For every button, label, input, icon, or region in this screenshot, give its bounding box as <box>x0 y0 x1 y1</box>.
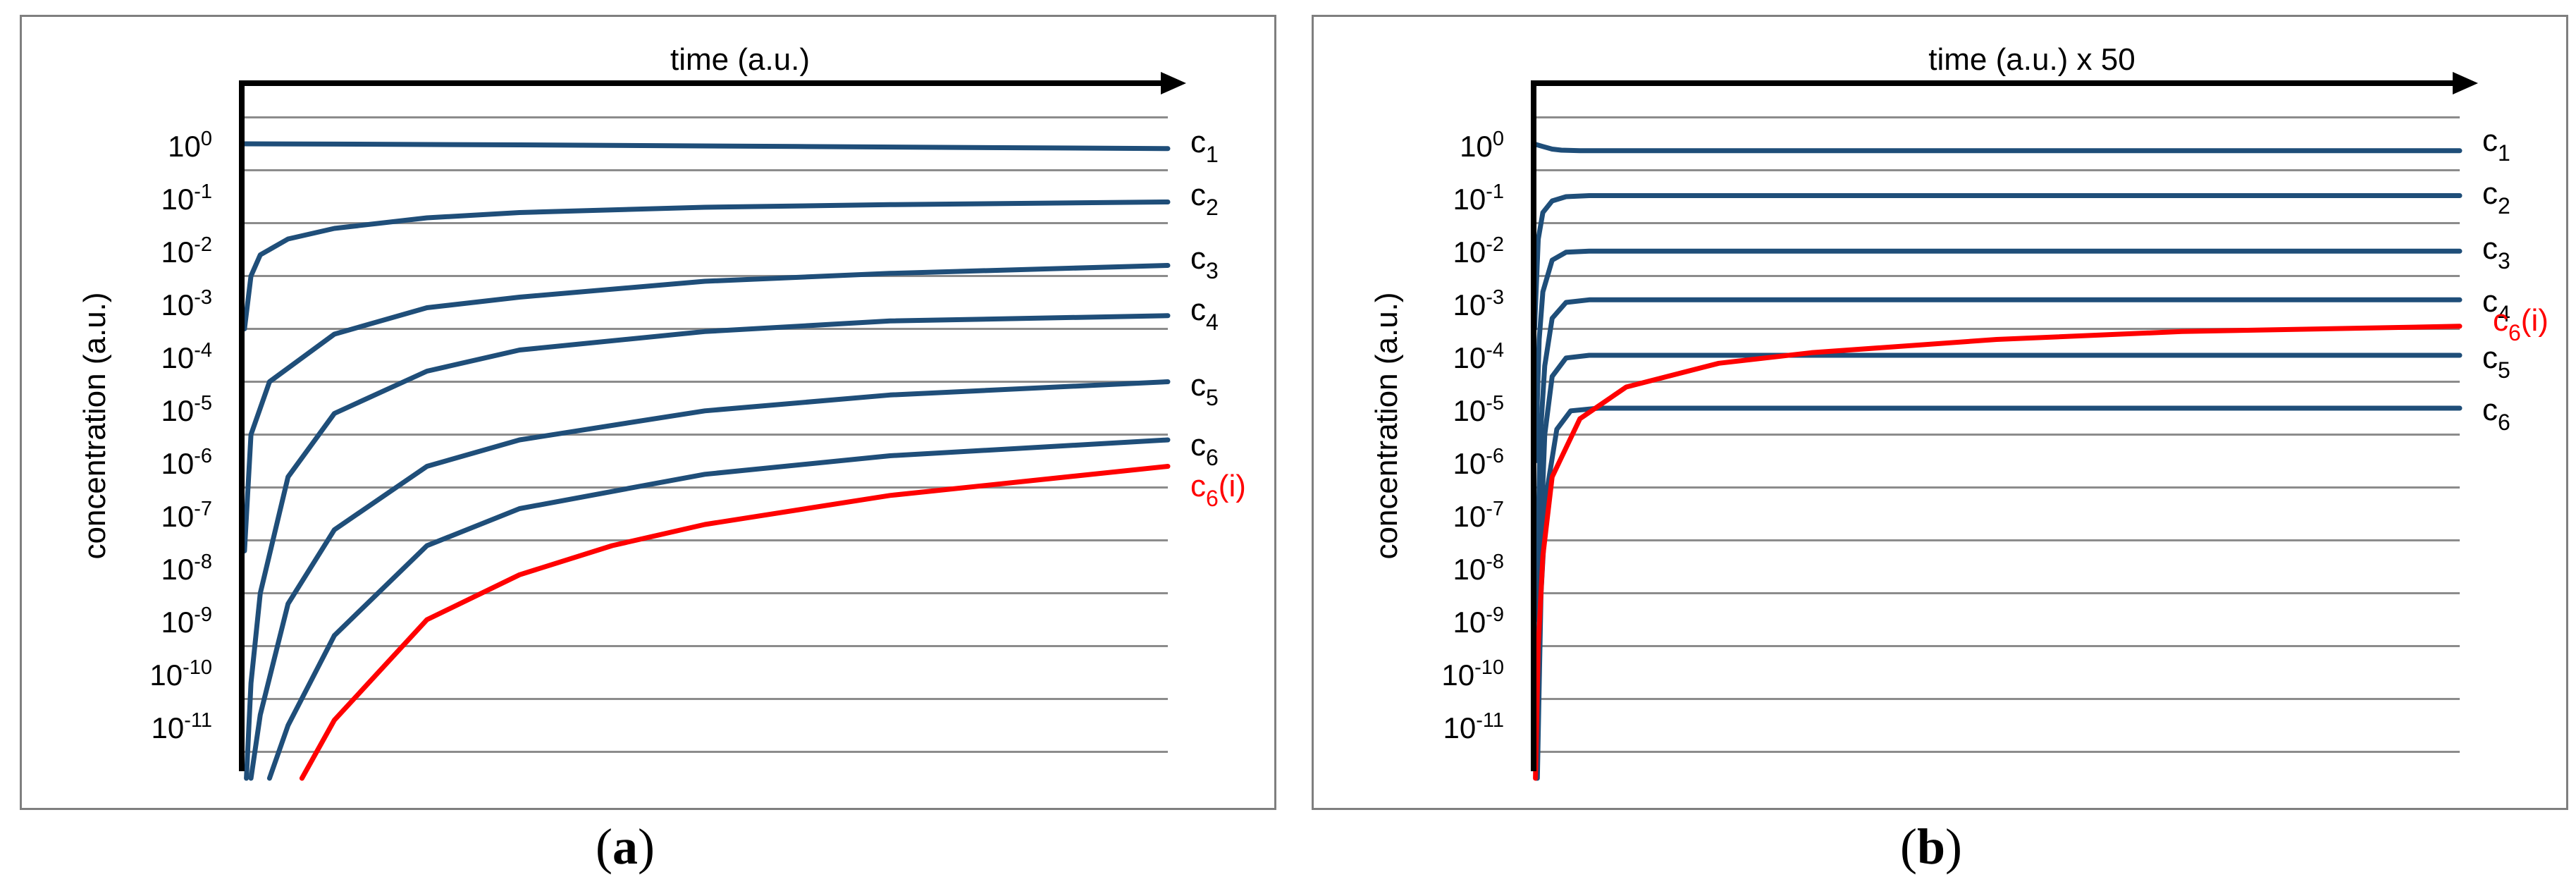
y-tick-label: 10-1 <box>1453 180 1504 216</box>
y-tick-label: 10-8 <box>1453 551 1504 586</box>
y-tick-label: 100 <box>168 128 212 163</box>
series-line-c3 <box>1533 248 2463 464</box>
y-tick-label: 10-9 <box>161 603 212 639</box>
y-tick-label: 10-6 <box>1453 445 1504 480</box>
y-tick-label: 10-11 <box>1443 709 1504 744</box>
y-tick-label: 10-3 <box>161 286 212 321</box>
y-tick-label: 100 <box>1460 128 1504 163</box>
series-line-c6(i) <box>1533 324 2463 781</box>
series-label: c6 <box>2482 393 2510 435</box>
y-tick-label: 10-10 <box>1441 656 1504 692</box>
chart-svg-a: 100 10-1 10-2 10-3 10-4 10-5 10-6 10-7 10-8 10-9 1… <box>78 42 1246 781</box>
y-tick-label: 10-4 <box>161 339 212 374</box>
series-label: c5 <box>2482 340 2510 383</box>
series-label: c4 <box>2482 284 2510 326</box>
chart-panel-a: 100 10-1 10-2 10-3 10-4 10-5 10-6 10-7 10-8 10-9 1… <box>20 15 1276 810</box>
y-tick-label: 10-5 <box>161 392 212 427</box>
x-axis-title: time (a.u.) x 50 <box>1928 42 2135 77</box>
series-line-c2 <box>242 200 1171 331</box>
series-label: c6(i) <box>2493 303 2549 345</box>
y-tick-label: 10-2 <box>161 233 212 269</box>
series-label: c1 <box>1190 125 1219 167</box>
series-label: c2 <box>2482 176 2510 219</box>
series-line-c6(i) <box>299 464 1171 781</box>
y-tick-label: 10-9 <box>1453 603 1504 639</box>
series-line-c1 <box>1531 141 2463 154</box>
series-label: c5 <box>1190 368 1219 410</box>
series-line-c3 <box>242 263 1171 553</box>
chart-svg-b: 100 10-1 10-2 10-3 10-4 10-5 10-6 10-7 10-8 10-9 1… <box>1369 42 2549 781</box>
series-label: c6(i) <box>1190 469 1246 511</box>
chart-panel-b: 100 10-1 10-2 10-3 10-4 10-5 10-6 10-7 10-8 10-9 1… <box>1312 15 2568 810</box>
series-line-c4 <box>1534 297 2463 622</box>
y-tick-label: 10-7 <box>1453 498 1504 533</box>
y-tick-label: 10-5 <box>1453 392 1504 427</box>
series-line-c5 <box>248 379 1171 781</box>
y-axis-title: concentration (a.u.) <box>1369 292 1404 559</box>
caption-a: (a) <box>596 818 655 875</box>
caption-b-letter: b <box>1916 818 1946 875</box>
series-line-c2 <box>1532 193 2463 331</box>
series-line-c6 <box>266 437 1171 781</box>
y-tick-label: 10-4 <box>1453 339 1504 374</box>
y-tick-label: 10-7 <box>161 498 212 533</box>
y-tick-label: 10-2 <box>1453 233 1504 269</box>
x-axis-arrowhead <box>1161 72 1186 94</box>
x-axis-arrowhead <box>2453 72 2478 94</box>
series-label: c3 <box>2482 231 2510 274</box>
y-tick-label: 10-3 <box>1453 286 1504 321</box>
y-axis-title: concentration (a.u.) <box>78 292 112 559</box>
series-label: c4 <box>1190 293 1219 335</box>
series-label: c6 <box>1190 428 1219 470</box>
x-axis-title: time (a.u.) <box>670 42 810 77</box>
y-tick-label: 10-8 <box>161 551 212 586</box>
series-label: c3 <box>1190 241 1219 283</box>
y-tick-label: 10-1 <box>161 180 212 216</box>
series-label: c2 <box>1190 178 1219 220</box>
y-tick-label: 10-6 <box>161 445 212 480</box>
series-line-c1 <box>239 141 1171 152</box>
series-line-c5 <box>1534 352 2463 781</box>
y-tick-label: 10-10 <box>149 656 212 692</box>
caption-a-letter: a <box>612 818 638 875</box>
y-tick-label: 10-11 <box>152 709 212 744</box>
series-line-c4 <box>244 313 1171 781</box>
caption-b: (b) <box>1899 818 1962 875</box>
series-label: c1 <box>2482 123 2510 166</box>
